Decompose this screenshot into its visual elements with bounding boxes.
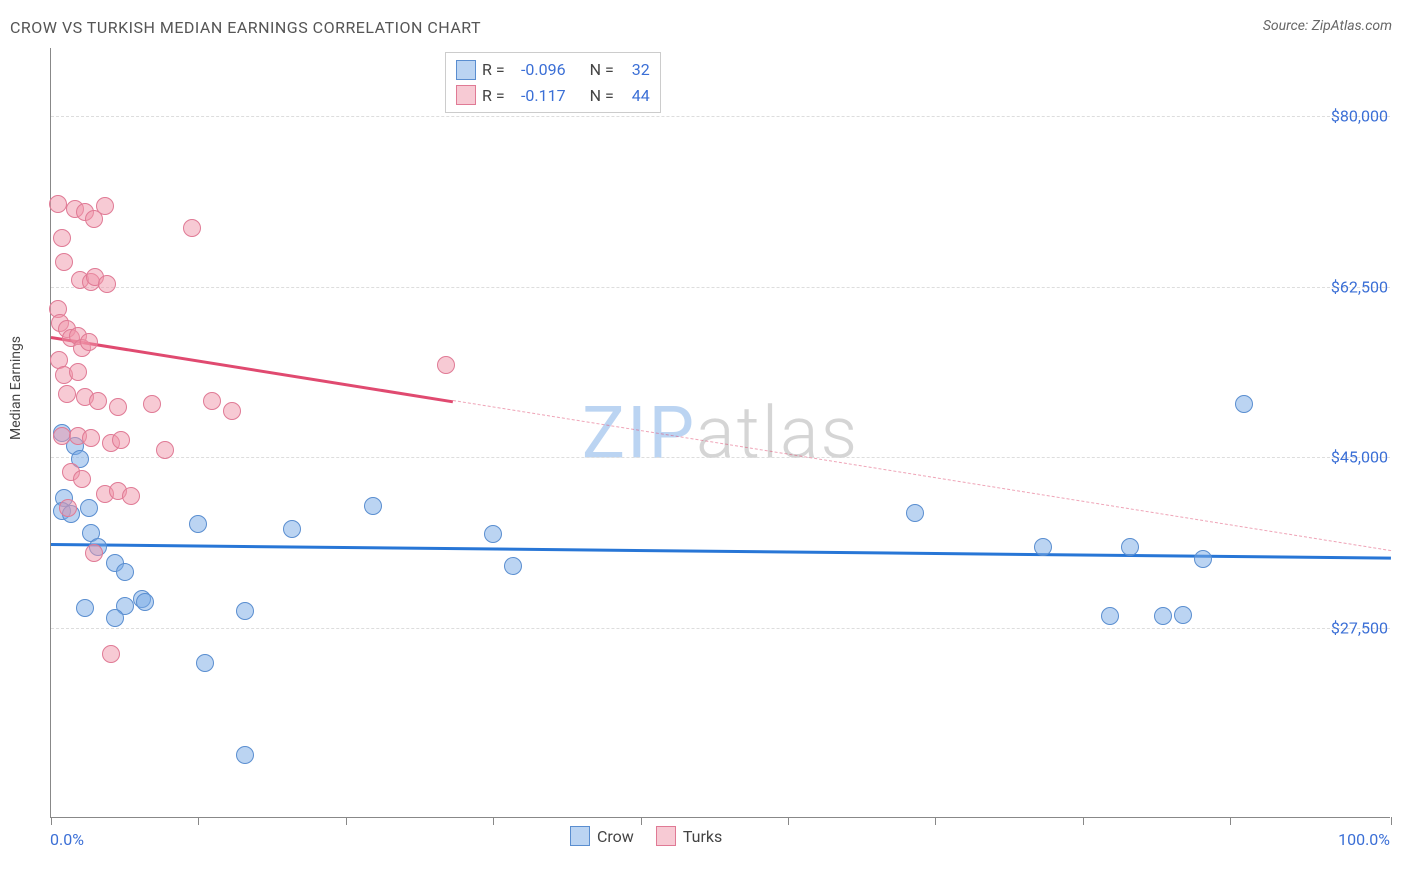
y-tick-label: $27,500 bbox=[1331, 618, 1388, 637]
data-point bbox=[906, 504, 924, 522]
n-value: 44 bbox=[620, 83, 650, 109]
y-tick-label: $62,500 bbox=[1331, 277, 1388, 296]
x-tick bbox=[1083, 817, 1084, 825]
legend-swatch bbox=[456, 85, 476, 105]
x-tick bbox=[346, 817, 347, 825]
trendline bbox=[51, 336, 453, 403]
y-tick-label: $80,000 bbox=[1331, 107, 1388, 126]
data-point bbox=[80, 499, 98, 517]
r-value: -0.117 bbox=[511, 83, 566, 109]
legend-row: R = -0.117 N =44 bbox=[456, 83, 650, 109]
data-point bbox=[189, 515, 207, 533]
data-point bbox=[96, 197, 114, 215]
data-point bbox=[59, 499, 77, 517]
watermark-prefix: ZIP bbox=[582, 390, 696, 475]
n-value: 32 bbox=[620, 57, 650, 83]
legend-swatch bbox=[456, 60, 476, 80]
data-point bbox=[1121, 538, 1139, 556]
legend-label: Crow bbox=[597, 827, 634, 846]
r-value: -0.096 bbox=[511, 57, 566, 83]
data-point bbox=[1034, 538, 1052, 556]
gridline bbox=[51, 116, 1390, 117]
source-label: Source: ZipAtlas.com bbox=[1263, 18, 1392, 34]
data-point bbox=[364, 497, 382, 515]
data-point bbox=[89, 392, 107, 410]
x-tick bbox=[51, 817, 52, 825]
data-point bbox=[484, 525, 502, 543]
data-point bbox=[76, 599, 94, 617]
watermark: ZIPatlas bbox=[582, 390, 859, 475]
data-point bbox=[58, 385, 76, 403]
data-point bbox=[82, 429, 100, 447]
x-tick bbox=[788, 817, 789, 825]
legend-label: Turks bbox=[683, 827, 722, 846]
data-point bbox=[437, 356, 455, 374]
data-point bbox=[136, 593, 154, 611]
data-point bbox=[196, 654, 214, 672]
data-point bbox=[116, 563, 134, 581]
legend-item: Turks bbox=[656, 826, 722, 846]
x-tick bbox=[198, 817, 199, 825]
data-point bbox=[80, 333, 98, 351]
n-label: N = bbox=[590, 83, 614, 109]
legend-swatch bbox=[656, 826, 676, 846]
series-legend: Crow Turks bbox=[570, 826, 722, 846]
gridline bbox=[51, 287, 1390, 288]
x-tick bbox=[641, 817, 642, 825]
data-point bbox=[143, 395, 161, 413]
trendline bbox=[51, 543, 1391, 559]
data-point bbox=[1194, 550, 1212, 568]
data-point bbox=[223, 402, 241, 420]
data-point bbox=[1154, 607, 1172, 625]
gridline bbox=[51, 628, 1390, 629]
data-point bbox=[106, 609, 124, 627]
data-point bbox=[1174, 606, 1192, 624]
x-tick bbox=[1230, 817, 1231, 825]
y-axis-label: Median Earnings bbox=[8, 336, 24, 440]
x-tick bbox=[1391, 817, 1392, 825]
legend-row: R = -0.096 N =32 bbox=[456, 57, 650, 83]
data-point bbox=[55, 253, 73, 271]
n-label: N = bbox=[590, 57, 614, 83]
chart-title: CROW VS TURKISH MEDIAN EARNINGS CORRELAT… bbox=[10, 18, 481, 37]
x-axis-min-label: 0.0% bbox=[50, 830, 84, 849]
data-point bbox=[1101, 607, 1119, 625]
data-point bbox=[1235, 395, 1253, 413]
watermark-suffix: atlas bbox=[696, 390, 859, 475]
x-tick bbox=[935, 817, 936, 825]
data-point bbox=[53, 229, 71, 247]
legend-item: Crow bbox=[570, 826, 634, 846]
data-point bbox=[122, 487, 140, 505]
data-point bbox=[156, 441, 174, 459]
r-label: R = bbox=[482, 83, 505, 109]
data-point bbox=[98, 275, 116, 293]
data-point bbox=[85, 544, 103, 562]
data-point bbox=[504, 557, 522, 575]
data-point bbox=[73, 470, 91, 488]
x-axis-max-label: 100.0% bbox=[1338, 830, 1390, 849]
r-label: R = bbox=[482, 57, 505, 83]
data-point bbox=[69, 363, 87, 381]
data-point bbox=[102, 645, 120, 663]
legend-swatch bbox=[570, 826, 590, 846]
data-point bbox=[112, 431, 130, 449]
data-point bbox=[183, 219, 201, 237]
data-point bbox=[109, 398, 127, 416]
x-tick bbox=[493, 817, 494, 825]
data-point bbox=[236, 602, 254, 620]
chart-container: CROW VS TURKISH MEDIAN EARNINGS CORRELAT… bbox=[0, 0, 1406, 892]
trendline bbox=[453, 400, 1391, 551]
data-point bbox=[203, 392, 221, 410]
data-point bbox=[283, 520, 301, 538]
y-tick-label: $45,000 bbox=[1331, 448, 1388, 467]
data-point bbox=[236, 746, 254, 764]
correlation-legend: R = -0.096 N =32 R = -0.117 N =44 bbox=[445, 52, 661, 113]
data-point bbox=[49, 195, 67, 213]
gridline bbox=[51, 457, 1390, 458]
plot-area: ZIPatlas bbox=[50, 48, 1390, 818]
